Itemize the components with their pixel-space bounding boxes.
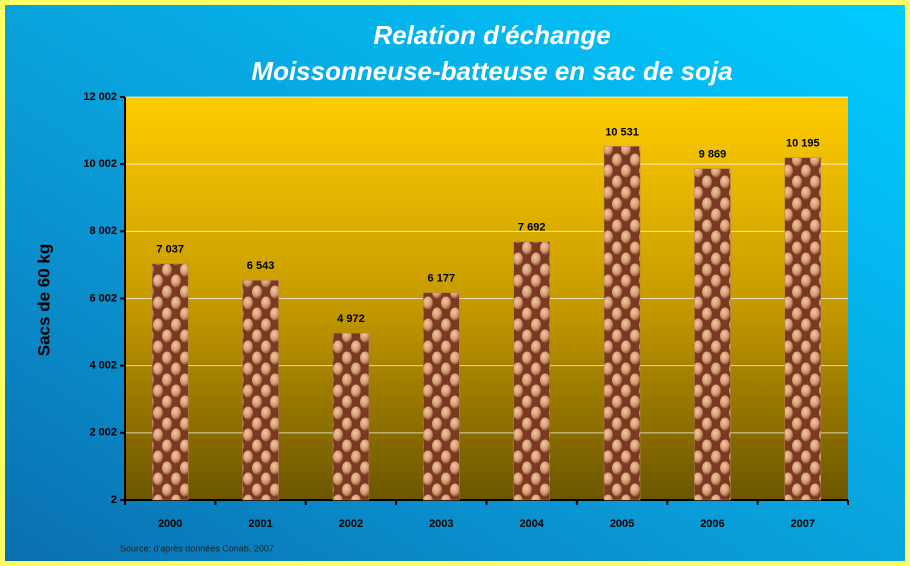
y-tick-label: 2 002 bbox=[89, 427, 117, 439]
x-tick-label: 2005 bbox=[610, 518, 634, 530]
y-tick-label: 8 002 bbox=[89, 225, 117, 237]
bar bbox=[332, 332, 370, 501]
y-tick-label: 4 002 bbox=[89, 360, 117, 372]
x-tick-label: 2006 bbox=[700, 518, 724, 530]
y-tick-label: 12 002 bbox=[83, 91, 117, 103]
x-tick-label: 2003 bbox=[429, 518, 453, 530]
bar bbox=[423, 292, 460, 501]
bar bbox=[513, 241, 550, 501]
y-tick-label: 2 bbox=[111, 494, 117, 506]
chart-title: Relation d'échange bbox=[373, 20, 610, 50]
bar bbox=[694, 168, 731, 501]
y-tick-label: 6 002 bbox=[89, 292, 117, 304]
bar bbox=[151, 263, 189, 501]
y-tick-label: 10 002 bbox=[83, 158, 117, 170]
source-note: Source: d'après données Conab, 2007 bbox=[120, 543, 274, 553]
bar bbox=[603, 146, 641, 501]
data-label: 7 037 bbox=[156, 244, 184, 256]
data-label: 6 177 bbox=[428, 273, 456, 285]
x-tick-label: 2004 bbox=[519, 518, 544, 530]
bar bbox=[784, 157, 822, 501]
data-label: 6 543 bbox=[247, 260, 275, 272]
x-tick-label: 2007 bbox=[791, 518, 815, 530]
bar bbox=[242, 280, 279, 501]
data-label: 9 869 bbox=[699, 149, 727, 161]
x-tick-label: 2001 bbox=[248, 518, 272, 530]
data-label: 7 692 bbox=[518, 222, 546, 234]
data-label: 10 195 bbox=[786, 138, 820, 150]
data-label: 10 531 bbox=[605, 126, 639, 138]
data-label: 4 972 bbox=[337, 313, 365, 325]
x-tick-label: 2000 bbox=[158, 518, 182, 530]
chart-subtitle: Moissonneuse-batteuse en sac de soja bbox=[251, 56, 732, 86]
y-axis-label: Sacs de 60 kg bbox=[34, 244, 53, 356]
x-tick-label: 2002 bbox=[339, 518, 363, 530]
